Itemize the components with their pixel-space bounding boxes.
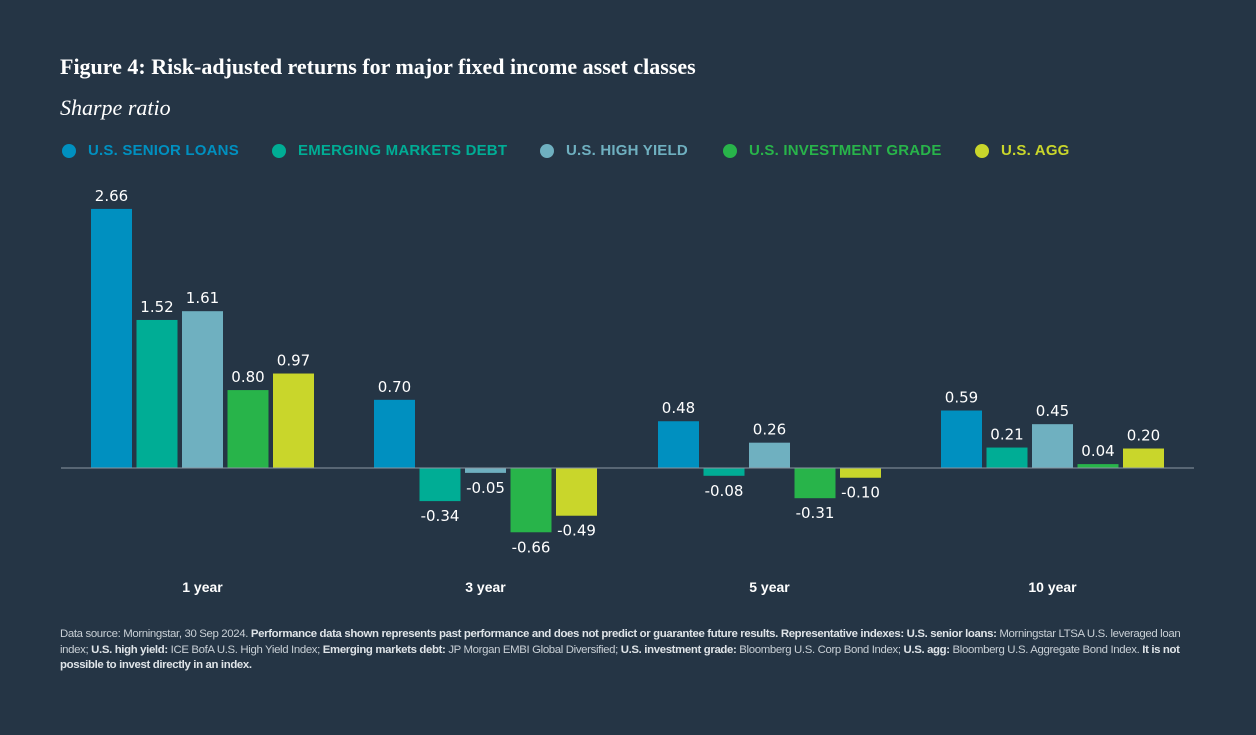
bar: [986, 447, 1028, 468]
footnote-text: ICE BofA U.S. High Yield Index;: [170, 643, 321, 656]
bar: [840, 468, 881, 478]
data-label: 0.45: [1036, 402, 1069, 420]
bar: [91, 208, 132, 468]
legend-item-agg: U.S. AGG: [975, 142, 1070, 159]
data-label: 0.70: [378, 378, 411, 396]
category-label: 10 year: [1028, 579, 1077, 595]
legend-dot-icon: [975, 143, 989, 158]
data-label: -0.49: [557, 522, 596, 540]
legend-dot-icon: [723, 143, 737, 158]
legend-label: U.S. SENIOR LOANS: [88, 142, 239, 159]
footnote-label: U.S. high yield:: [91, 643, 168, 656]
footnote-text: JP Morgan EMBI Global Diversified;: [448, 643, 618, 656]
legend-item-senior-loans: U.S. SENIOR LOANS: [62, 142, 239, 159]
bar: [227, 390, 269, 468]
chart-title: Figure 4: Risk-adjusted returns for majo…: [60, 54, 696, 79]
data-label: -0.10: [841, 484, 880, 502]
footnote-performance: Performance data shown represents past p…: [250, 628, 778, 640]
data-label: 1.52: [140, 298, 173, 316]
footnote-source: Data source: Morningstar, 30 Sep 2024.: [60, 628, 249, 640]
data-label: -0.34: [421, 507, 460, 525]
data-label: 0.20: [1127, 427, 1160, 445]
bar: [419, 468, 461, 502]
footnote-rep-heading: Representative indexes:: [780, 628, 904, 640]
footnote-label: U.S. senior loans:: [906, 628, 997, 640]
bar: [658, 421, 699, 468]
bar-chart: 2.66 1.52 1.61 0.80 0.97 1 year 0.70 -0.34 -0.05…: [61, 187, 1194, 595]
footnote-text: Morningstar LTSA U.S. leveraged loan ind…: [60, 628, 1181, 656]
data-label: 1.61: [186, 289, 219, 307]
data-label: 0.80: [231, 368, 264, 386]
data-label: -0.31: [796, 504, 835, 522]
category-label: 5 year: [749, 579, 790, 595]
bar: [794, 468, 836, 499]
footnote-text: Bloomberg U.S. Aggregate Bond Index.: [952, 643, 1140, 656]
legend-dot-icon: [540, 143, 554, 158]
legend-dot-icon: [272, 143, 286, 158]
data-label: 0.04: [1081, 442, 1114, 460]
bar: [1077, 464, 1119, 468]
footnote-closing: It is not possible to invest directly in…: [60, 643, 1180, 672]
data-label: -0.05: [466, 479, 505, 497]
data-label: -0.08: [705, 482, 744, 500]
data-label: 0.59: [945, 389, 978, 407]
bar: [749, 442, 790, 468]
bar: [273, 373, 314, 468]
bar: [1123, 448, 1164, 468]
bar: [374, 399, 415, 468]
bar: [556, 468, 597, 516]
legend-label: U.S. HIGH YIELD: [566, 142, 688, 159]
data-label: 0.21: [990, 426, 1023, 444]
legend-label: U.S. INVESTMENT GRADE: [749, 142, 942, 159]
legend-label: U.S. AGG: [1001, 142, 1070, 159]
data-label: 0.26: [753, 421, 786, 439]
footnote-label: U.S. investment grade:: [620, 643, 737, 656]
footnote-label: Emerging markets debt:: [322, 643, 446, 656]
category-label: 3 year: [465, 579, 506, 595]
category-label: 1 year: [182, 579, 223, 595]
data-label: 0.48: [662, 399, 695, 417]
bar: [182, 311, 223, 468]
legend-item-high-yield: U.S. HIGH YIELD: [540, 142, 688, 159]
legend-label: EMERGING MARKETS DEBT: [298, 142, 508, 159]
legend-item-emerging-markets: EMERGING MARKETS DEBT: [272, 142, 507, 159]
bar: [703, 468, 745, 476]
bar: [941, 410, 982, 468]
data-label: 2.66: [95, 187, 128, 205]
data-label: 0.97: [277, 352, 310, 370]
data-label: -0.66: [512, 538, 551, 556]
footnote: Data source: Morningstar, 30 Sep 2024. P…: [60, 627, 1210, 674]
footnote-label: U.S. agg:: [903, 643, 951, 656]
bar: [510, 468, 552, 533]
legend-item-investment-grade: U.S. INVESTMENT GRADE: [723, 142, 942, 159]
footnote-text: Bloomberg U.S. Corp Bond Index;: [739, 643, 901, 656]
chart-subtitle: Sharpe ratio: [60, 95, 171, 120]
bar: [465, 468, 506, 473]
bar: [136, 319, 178, 468]
bar: [1032, 424, 1073, 468]
legend-dot-icon: [62, 143, 76, 158]
